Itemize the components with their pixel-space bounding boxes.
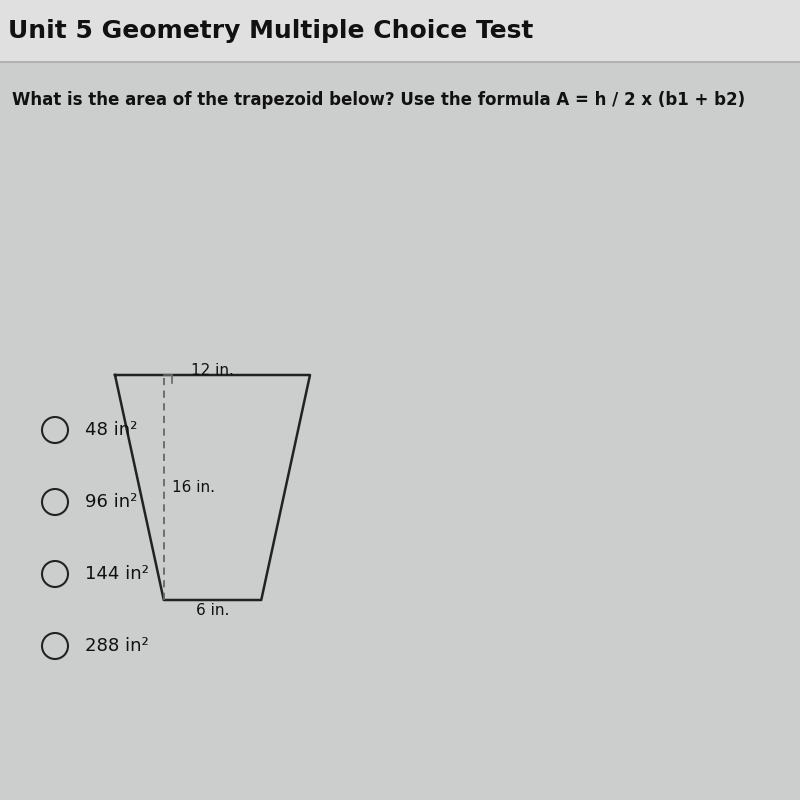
Text: Unit 5 Geometry Multiple Choice Test: Unit 5 Geometry Multiple Choice Test	[8, 19, 534, 43]
Text: 288 in²: 288 in²	[85, 637, 149, 655]
Text: 48 in²: 48 in²	[85, 421, 138, 439]
Text: 6 in.: 6 in.	[196, 603, 229, 618]
Text: What is the area of the trapezoid below? Use the formula A = h / 2 x (b1 + b2): What is the area of the trapezoid below?…	[12, 91, 745, 109]
Bar	[0, 0, 800, 62]
Text: 12 in.: 12 in.	[191, 363, 234, 378]
Text: 16 in.: 16 in.	[172, 480, 214, 495]
Text: 144 in²: 144 in²	[85, 565, 149, 583]
Text: 96 in²: 96 in²	[85, 493, 138, 511]
